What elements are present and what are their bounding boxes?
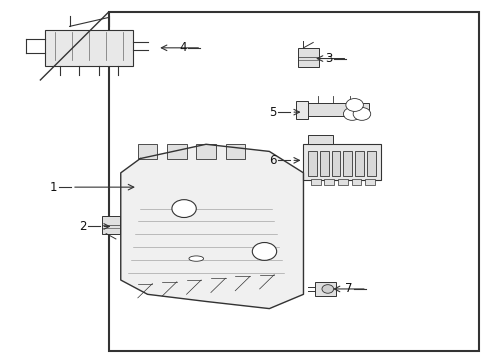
Bar	[324, 179, 334, 185]
Bar	[109, 12, 479, 351]
Bar	[311, 179, 320, 185]
Bar	[308, 152, 317, 176]
Bar	[338, 179, 348, 185]
Bar	[306, 103, 369, 116]
Bar	[355, 152, 364, 176]
Text: 7: 7	[344, 283, 352, 296]
FancyBboxPatch shape	[138, 144, 157, 158]
Ellipse shape	[189, 256, 203, 261]
Bar	[352, 179, 362, 185]
Bar	[315, 282, 336, 296]
Circle shape	[346, 99, 364, 111]
FancyBboxPatch shape	[196, 144, 216, 158]
Text: 2: 2	[79, 220, 87, 233]
FancyBboxPatch shape	[225, 144, 245, 158]
Circle shape	[252, 243, 277, 260]
Text: 4: 4	[179, 41, 187, 54]
Circle shape	[343, 108, 361, 120]
Bar	[102, 216, 120, 234]
Text: 1: 1	[50, 181, 57, 194]
Circle shape	[322, 285, 334, 293]
Text: 5: 5	[270, 105, 277, 119]
Bar	[308, 135, 333, 144]
Circle shape	[353, 108, 371, 120]
Bar	[367, 152, 375, 176]
Bar	[366, 179, 375, 185]
Bar	[332, 152, 341, 176]
FancyBboxPatch shape	[167, 144, 187, 158]
Bar	[296, 102, 308, 119]
Text: 6: 6	[269, 154, 277, 167]
Polygon shape	[121, 144, 303, 309]
Text: 3: 3	[325, 52, 333, 65]
Bar	[303, 144, 381, 180]
Circle shape	[172, 200, 196, 217]
FancyBboxPatch shape	[45, 30, 133, 66]
Bar	[343, 152, 352, 176]
Bar	[320, 152, 329, 176]
Bar	[297, 48, 319, 67]
